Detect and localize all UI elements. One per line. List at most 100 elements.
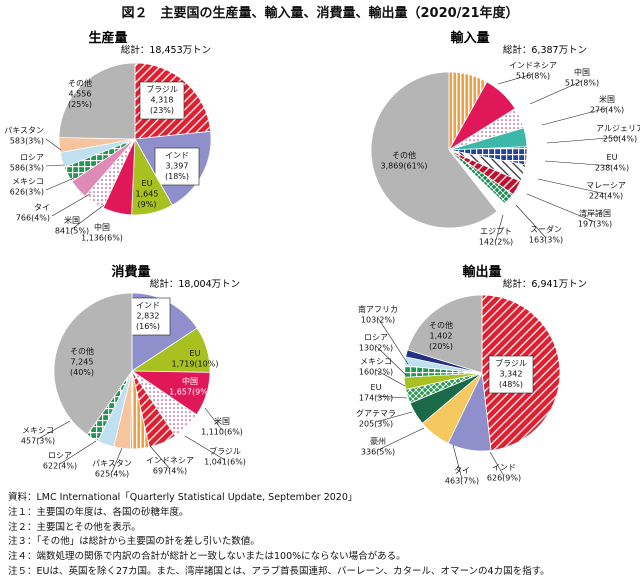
slice-label: グアテマラ 205(3%) — [356, 408, 396, 429]
chart-total: 総計：6,387万トン — [503, 44, 587, 56]
slice-label: 中国 512(8%) — [565, 67, 599, 88]
slice-label: エジプト 142(2%) — [479, 227, 513, 247]
leader-line — [377, 317, 409, 365]
leader-line — [149, 445, 171, 470]
slice-label: EU 174(3%) — [359, 383, 393, 403]
leader-line — [45, 164, 65, 167]
leader-line — [541, 107, 608, 126]
slice-label: ブラジル 1,041(6%) — [204, 446, 246, 467]
note-3: 注３：「その他」は総計から主要国の計を差し引いた数値。 — [8, 536, 260, 548]
slice-label: メキシコ 626(3%) — [10, 177, 44, 197]
leader-line — [537, 178, 607, 195]
slice-label: 米国 841(5%) — [55, 215, 89, 236]
slice-label: 南アフリカ 103(2%) — [358, 304, 398, 325]
leader-line — [497, 73, 534, 85]
pie-chart-imports: 輸入量総計：6,387万トンインドネシア 516(8%) 中国 512(8%) 米国 27… — [320, 22, 640, 260]
slice-label: タイ 766(4%) — [16, 203, 50, 223]
note-2: 注２：主要国とその他を表示。 — [8, 521, 141, 533]
slice-label: メキシコ 457(3%) — [21, 426, 55, 446]
slice-label: その他 4,556 (25%) — [68, 78, 92, 109]
slice-label: パキスタン 583(3%) — [4, 126, 44, 146]
chart-total: 総計：18,004万トン — [150, 278, 240, 290]
figure-title: 図２ 主要国の生産量、輸入量、消費量、輸出量（2020/21年度） — [121, 6, 519, 21]
leader-line — [515, 204, 547, 239]
slice-label: ロシア 586(3%) — [10, 153, 44, 173]
leader-line — [375, 411, 413, 423]
leader-line — [489, 451, 505, 477]
chart-title: 輸入量 — [450, 30, 489, 46]
label-box — [488, 355, 534, 394]
slice-label: インド 2,832 (16%) — [136, 301, 160, 331]
leader-line — [452, 444, 463, 480]
slice-label: ロシア 130(2%) — [359, 333, 393, 353]
slice-label: パキスタン 625(4%) — [92, 459, 132, 479]
slice-label: インドネシア 697(4%) — [146, 456, 194, 476]
label-box — [125, 297, 171, 336]
slice-label: スーダン 163(3%) — [529, 224, 563, 245]
leader-line — [184, 435, 226, 461]
leader-line — [45, 138, 62, 151]
slice-label: 中国 1,657(9%) — [169, 376, 211, 397]
note-1: 注１：主要国の年度は、各国の砂糖年度。 — [8, 506, 189, 518]
chart-title: 輸出量 — [462, 264, 501, 280]
leader-line — [526, 193, 596, 223]
slice-label: マレーシア 224(4%) — [586, 181, 626, 201]
slice-label: インドネシア 516(8%) — [509, 61, 557, 81]
chart-title: 消費量 — [111, 264, 150, 280]
note-4: 注４：端数処理の関係で内訳の合計が総計と一致しないまたは100%にならない場合が… — [8, 551, 406, 563]
leader-line — [111, 447, 123, 473]
leader-line — [529, 80, 583, 105]
slice-label: その他 1,402 (20%) — [429, 320, 453, 351]
leader-line — [71, 204, 105, 230]
leader-line — [204, 407, 223, 431]
slice-label: その他 7,245 (40%) — [70, 346, 94, 377]
leader-line — [45, 177, 75, 191]
slice-label: インド 3,397 (18%) — [165, 151, 189, 181]
leader-line — [546, 136, 621, 144]
slice-label: 米国 276(4%) — [590, 94, 624, 115]
note-source: 資料：LMC International「Quarterly Statistic… — [8, 492, 358, 503]
slice-label: インド 626(9%) — [487, 463, 521, 483]
slice-label: ブラジル 4,318 (23%) — [146, 84, 178, 115]
slice-label: その他 3,869(61%) — [381, 150, 428, 171]
pie-slice — [407, 294, 483, 374]
pie-slice — [53, 292, 133, 436]
leader-line — [544, 160, 613, 167]
leader-line — [375, 369, 406, 387]
slice-label: メキシコ 160(2%) — [359, 357, 393, 377]
slice-label: ブラジル 3,342 (48%) — [495, 358, 527, 389]
label-box — [139, 81, 185, 120]
chart-total: 総計：18,453万トン — [121, 44, 211, 56]
pie-slice — [58, 62, 136, 140]
slice-label: EU 1,645 (9%) — [136, 179, 159, 209]
chart-title: 生産量 — [88, 30, 127, 46]
slice-label: 中国 1,136(6%) — [81, 222, 123, 243]
leader-line — [377, 427, 425, 451]
leader-line — [37, 420, 71, 440]
note-5: 注５：EUは、英国を除く27カ国。また、湾岸諸国とは、アラブ首長国連邦、バーレー… — [8, 565, 550, 577]
slice-label: EU 1,719(10%) — [172, 349, 219, 369]
pie-chart-consumption: 消費量 総計：18,004万トンインド 2,832 (16%) EU 1,719(10%)… — [0, 258, 320, 490]
pie-chart-production: 生産量 総計：18,453万トンブラジル 4,318 (23%) インド 3,397 (18… — [0, 22, 320, 260]
slice-label: 湾岸諸国 197(3%) — [578, 208, 612, 229]
leader-line — [375, 395, 408, 399]
slice-label: 豪州 336(5%) — [361, 436, 395, 457]
slice-label: EU 238(4%) — [595, 153, 629, 173]
leader-line — [375, 345, 407, 376]
slice-label: アルジェリア 250(4%) — [596, 124, 640, 144]
slice-label: 米国 1,110(6%) — [201, 416, 243, 437]
leader-line — [59, 440, 97, 465]
notes: 資料：LMC International「Quarterly Statistic… — [8, 491, 636, 580]
pie-slice — [370, 71, 498, 229]
slice-label: ロシア 622(4%) — [43, 451, 77, 471]
label-box — [154, 147, 200, 186]
pie-chart-exports: 輸出量 総計：6,941万トンブラジル 3,342 (48%) インド 626(9%) タイ… — [320, 258, 640, 490]
leader-line — [51, 193, 91, 217]
leader-line — [495, 214, 504, 241]
chart-total: 総計：6,941万トン — [503, 278, 587, 290]
slice-label: タイ 463(7%) — [445, 466, 479, 486]
